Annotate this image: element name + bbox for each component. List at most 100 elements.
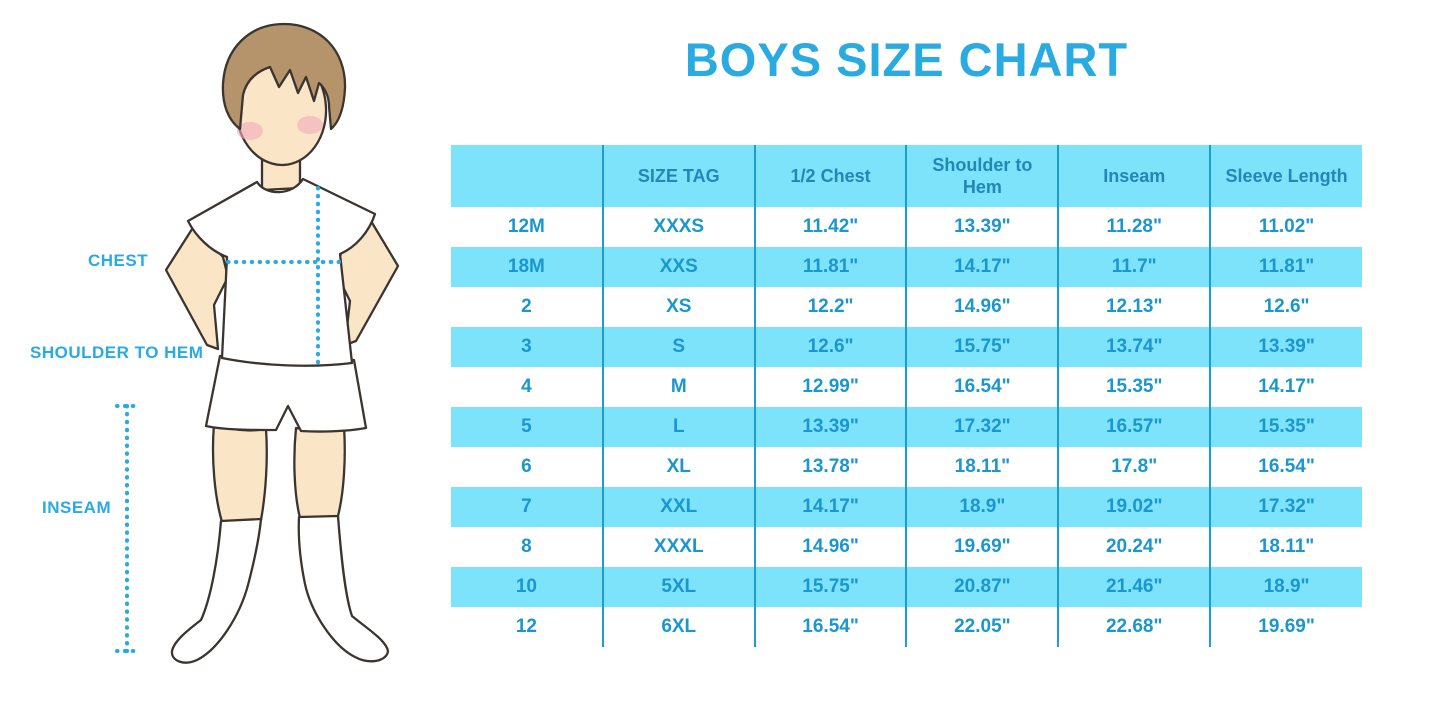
cell-size: 8 [521,536,532,557]
boy-illustration [115,22,400,664]
chest-label: CHEST [88,251,149,270]
cell-shoulder-to-hem: 17.32" [905,407,1059,447]
table-row: 8 XXXL 14.96" 19.69" 20.24" 18.11" [451,527,1362,567]
right-leg-shape [293,424,346,520]
cell-half-chest: 15.75" [753,567,907,607]
inseam-label: INSEAM [42,498,112,517]
cell-size: 4 [521,376,532,397]
cell-sleeve-length: 17.32" [1209,487,1362,527]
page-title: BOYS SIZE CHART [684,33,1129,86]
table-row: 7 XXL 14.17" 18.9" 19.02" 17.32" [451,487,1362,527]
cell-size-tag: XXS [601,247,755,287]
column-header-sleeve-length: Sleeve Length [1209,145,1362,207]
cell-half-chest: 12.6" [753,327,907,367]
cell-shoulder-to-hem: 22.05" [905,607,1059,647]
cell-inseam: 19.02" [1057,487,1211,527]
cell-inseam: 17.8" [1057,447,1211,487]
cell-shoulder-to-hem: 19.69" [905,527,1059,567]
cell-size-tag: XXL [601,487,755,527]
cell-sleeve-length: 18.11" [1209,527,1362,567]
table-row: 18M XXS 11.81" 14.17" 11.7" 11.81" [451,247,1362,287]
cell-size-tag: XXXL [601,527,755,567]
column-header-inseam: Inseam [1057,145,1211,207]
cell-inseam: 16.57" [1057,407,1211,447]
cell-shoulder-to-hem: 13.39" [905,207,1059,247]
cell-shoulder-to-hem: 15.75" [905,327,1059,367]
cell-sleeve-length: 11.02" [1209,207,1362,247]
cell-shoulder-to-hem: 16.54" [905,367,1059,407]
cell-sleeve-length: 18.9" [1209,567,1362,607]
left-sock-shape [170,517,263,664]
cell-inseam: 11.7" [1057,247,1211,287]
cell-half-chest: 16.54" [753,607,907,647]
cell-inseam: 13.74" [1057,327,1211,367]
cell-half-chest: 14.17" [753,487,907,527]
table-row: 5 L 13.39" 17.32" 16.57" 15.35" [451,407,1362,447]
cell-sleeve-length: 13.39" [1209,327,1362,367]
table-row: 4 M 12.99" 16.54" 15.35" 14.17" [451,367,1362,407]
cell-size-tag: XL [601,447,755,487]
cell-sleeve-length: 15.35" [1209,407,1362,447]
cell-inseam: 11.28" [1057,207,1211,247]
cell-inseam: 12.13" [1057,287,1211,327]
column-header-size [451,145,603,207]
cell-size-tag: L [601,407,755,447]
left-cheek [237,122,263,140]
cell-half-chest: 11.81" [753,247,907,287]
cell-half-chest: 13.39" [753,407,907,447]
cell-size: 10 [451,567,603,607]
hair-shape [221,22,347,131]
cell-size: 2 [521,296,532,317]
cell-shoulder-to-hem: 20.87" [905,567,1059,607]
right-sock-shape [297,514,390,663]
cell-shoulder-to-hem: 18.9" [905,487,1059,527]
cell-half-chest: 14.96" [753,527,907,567]
table-row: 6 XL 13.78" 18.11" 17.8" 16.54" [451,447,1362,487]
cell-size-tag: 5XL [601,567,755,607]
size-table: SIZE TAG 1/2 Chest Shoulder to Hem Insea… [451,145,1362,647]
left-arm-shape [164,224,230,351]
table-header-row: SIZE TAG 1/2 Chest Shoulder to Hem Insea… [451,145,1362,207]
cell-size: 7 [451,487,603,527]
tshirt-shape [186,177,377,367]
cell-inseam: 22.68" [1057,607,1211,647]
cell-size: 12 [515,616,537,637]
cell-sleeve-length: 14.17" [1209,367,1362,407]
cell-inseam: 20.24" [1057,527,1211,567]
cell-size-tag: XS [601,287,755,327]
cell-size-tag: M [601,367,755,407]
table-row: 10 5XL 15.75" 20.87" 21.46" 18.9" [451,567,1362,607]
cell-shoulder-to-hem: 14.17" [905,247,1059,287]
cell-inseam: 15.35" [1057,367,1211,407]
table-row: 12M XXXS 11.42" 13.39" 11.28" 11.02" [451,207,1362,247]
left-leg-shape [211,422,268,524]
right-cheek [297,116,323,134]
cell-size-tag: XXXS [601,207,755,247]
cell-half-chest: 12.99" [753,367,907,407]
cell-half-chest: 13.78" [753,447,907,487]
shorts-shape [204,354,368,433]
cell-size-tag: 6XL [601,607,755,647]
cell-size-tag: S [601,327,755,367]
cell-shoulder-to-hem: 14.96" [905,287,1059,327]
cell-size: 5 [451,407,603,447]
table-row: 2 XS 12.2" 14.96" 12.13" 12.6" [451,287,1362,327]
cell-size: 3 [451,327,603,367]
cell-size: 12M [507,216,545,237]
cell-half-chest: 12.2" [753,287,907,327]
cell-sleeve-length: 12.6" [1209,287,1362,327]
table-row: 12 6XL 16.54" 22.05" 22.68" 19.69" [451,607,1362,647]
cell-shoulder-to-hem: 18.11" [905,447,1059,487]
shoulder-to-hem-label: SHOULDER TO HEM [30,343,204,362]
column-header-size-tag: SIZE TAG [601,145,755,207]
column-header-half-chest: 1/2 Chest [753,145,907,207]
cell-half-chest: 11.42" [753,207,907,247]
cell-size: 6 [521,456,532,477]
cell-inseam: 21.46" [1057,567,1211,607]
table-row: 3 S 12.6" 15.75" 13.74" 13.39" [451,327,1362,367]
cell-sleeve-length: 11.81" [1209,247,1362,287]
cell-size: 18M [451,247,603,287]
cell-sleeve-length: 19.69" [1209,607,1362,647]
cell-sleeve-length: 16.54" [1209,447,1362,487]
column-header-shoulder-to-hem: Shoulder to Hem [905,145,1059,207]
